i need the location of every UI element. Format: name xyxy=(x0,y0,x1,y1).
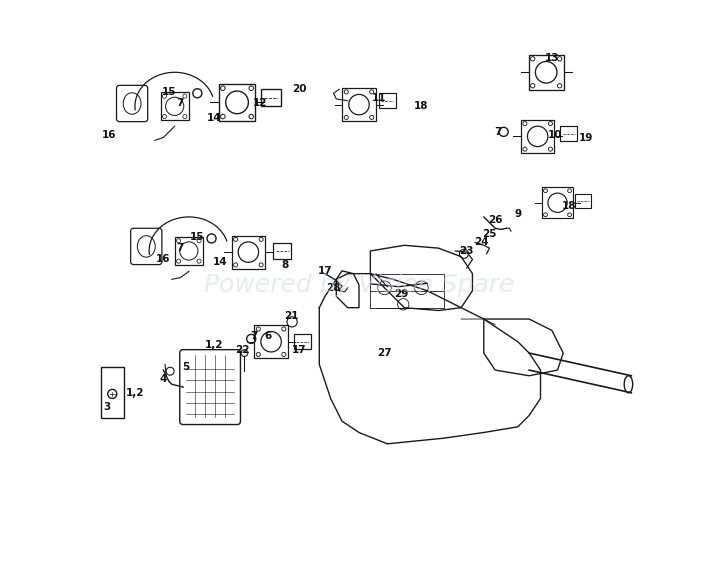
Bar xyxy=(342,88,376,121)
Text: 24: 24 xyxy=(474,238,488,247)
Text: 8: 8 xyxy=(281,260,289,270)
Text: 18: 18 xyxy=(414,101,429,111)
Text: 13: 13 xyxy=(545,53,559,63)
Bar xyxy=(174,237,203,265)
Text: 4: 4 xyxy=(159,373,167,384)
Text: 15: 15 xyxy=(190,232,205,242)
Bar xyxy=(101,367,123,418)
Text: 22: 22 xyxy=(236,345,250,355)
Bar xyxy=(254,325,288,359)
Bar xyxy=(218,84,256,121)
Text: 10: 10 xyxy=(547,130,562,140)
Bar xyxy=(161,92,189,120)
Text: 7: 7 xyxy=(177,243,184,253)
Bar xyxy=(232,235,265,268)
Text: 25: 25 xyxy=(482,229,497,239)
Text: 11: 11 xyxy=(372,93,386,103)
Text: 20: 20 xyxy=(292,84,307,94)
Text: 26: 26 xyxy=(488,215,503,225)
Bar xyxy=(379,93,396,108)
Bar xyxy=(528,55,564,90)
Text: 14: 14 xyxy=(207,113,222,123)
Text: 16: 16 xyxy=(102,130,116,140)
Bar xyxy=(575,194,591,208)
Text: 7: 7 xyxy=(251,331,258,341)
Text: 27: 27 xyxy=(377,348,392,358)
Bar xyxy=(561,127,577,141)
Text: 1,2: 1,2 xyxy=(205,340,223,349)
Text: 9: 9 xyxy=(514,209,521,219)
Bar xyxy=(521,120,554,153)
Text: 7: 7 xyxy=(177,99,184,108)
Text: 17: 17 xyxy=(292,345,307,355)
Text: 16: 16 xyxy=(156,254,171,264)
Text: 5: 5 xyxy=(182,363,190,372)
Text: Powered by Vision Spare: Powered by Vision Spare xyxy=(204,273,514,297)
Text: 15: 15 xyxy=(162,87,176,97)
Text: 1,2: 1,2 xyxy=(126,388,144,398)
Text: 19: 19 xyxy=(579,132,593,142)
Text: 3: 3 xyxy=(103,402,110,412)
Text: 21: 21 xyxy=(284,311,298,321)
Text: 28: 28 xyxy=(326,283,341,293)
Text: 18: 18 xyxy=(561,201,576,210)
Bar xyxy=(294,334,311,349)
Text: 17: 17 xyxy=(317,266,332,276)
Text: 6: 6 xyxy=(265,331,272,341)
Bar xyxy=(274,243,292,259)
Text: 23: 23 xyxy=(460,246,474,256)
Text: 29: 29 xyxy=(394,288,409,299)
Text: 7: 7 xyxy=(494,127,502,137)
Text: 14: 14 xyxy=(213,257,228,267)
Bar xyxy=(542,187,573,218)
Text: 12: 12 xyxy=(253,99,267,108)
Bar xyxy=(261,89,281,107)
